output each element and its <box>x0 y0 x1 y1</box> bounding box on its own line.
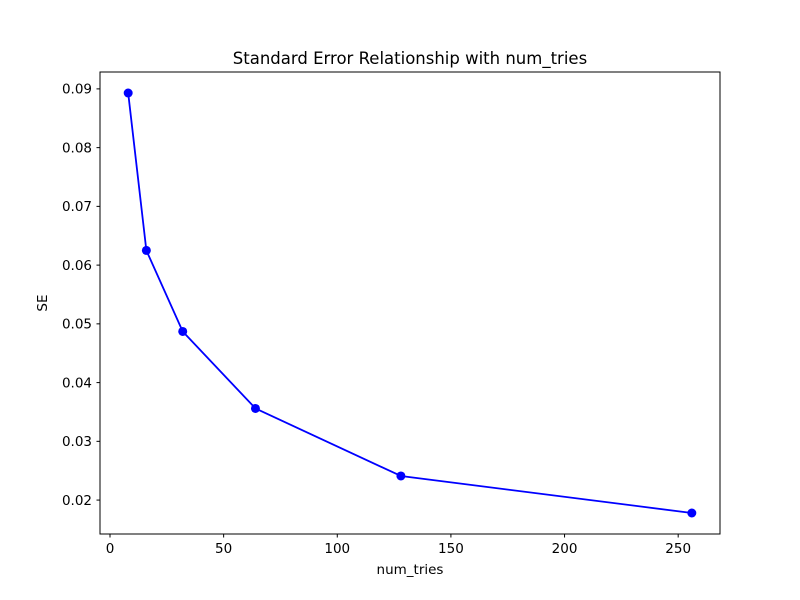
x-tick-label: 150 <box>438 541 464 557</box>
data-point <box>687 508 697 518</box>
y-tick-label: 0.06 <box>62 258 92 274</box>
axes-background <box>100 72 720 534</box>
x-tick-label: 0 <box>106 541 115 557</box>
x-tick-label: 250 <box>665 541 691 557</box>
y-tick-label: 0.08 <box>62 140 92 156</box>
data-point <box>141 245 151 255</box>
y-tick-label: 0.07 <box>62 199 92 215</box>
plot-area: 0 50 100 150 200 250 0.02 0.03 0.04 0.05 0.06 0.07 0… <box>62 71 721 557</box>
x-tick-label: 100 <box>324 541 350 557</box>
data-point <box>123 88 133 98</box>
chart-title: Standard Error Relationship with num_tri… <box>233 49 587 69</box>
y-tick-label: 0.02 <box>62 493 92 509</box>
data-point <box>396 471 406 481</box>
x-tick-label: 200 <box>552 541 578 557</box>
data-point <box>250 403 260 413</box>
axes-spines <box>99 71 721 535</box>
x-axis-label: num_tries <box>377 562 444 578</box>
x-tick-label: 50 <box>215 541 232 557</box>
y-axis-label: SE <box>35 294 51 311</box>
data-point <box>178 326 188 336</box>
y-tick-label: 0.03 <box>62 434 92 450</box>
y-tick-label: 0.04 <box>62 375 92 391</box>
y-tick-label: 0.05 <box>62 317 92 333</box>
y-tick-label: 0.09 <box>62 82 92 98</box>
data-line <box>127 92 693 514</box>
